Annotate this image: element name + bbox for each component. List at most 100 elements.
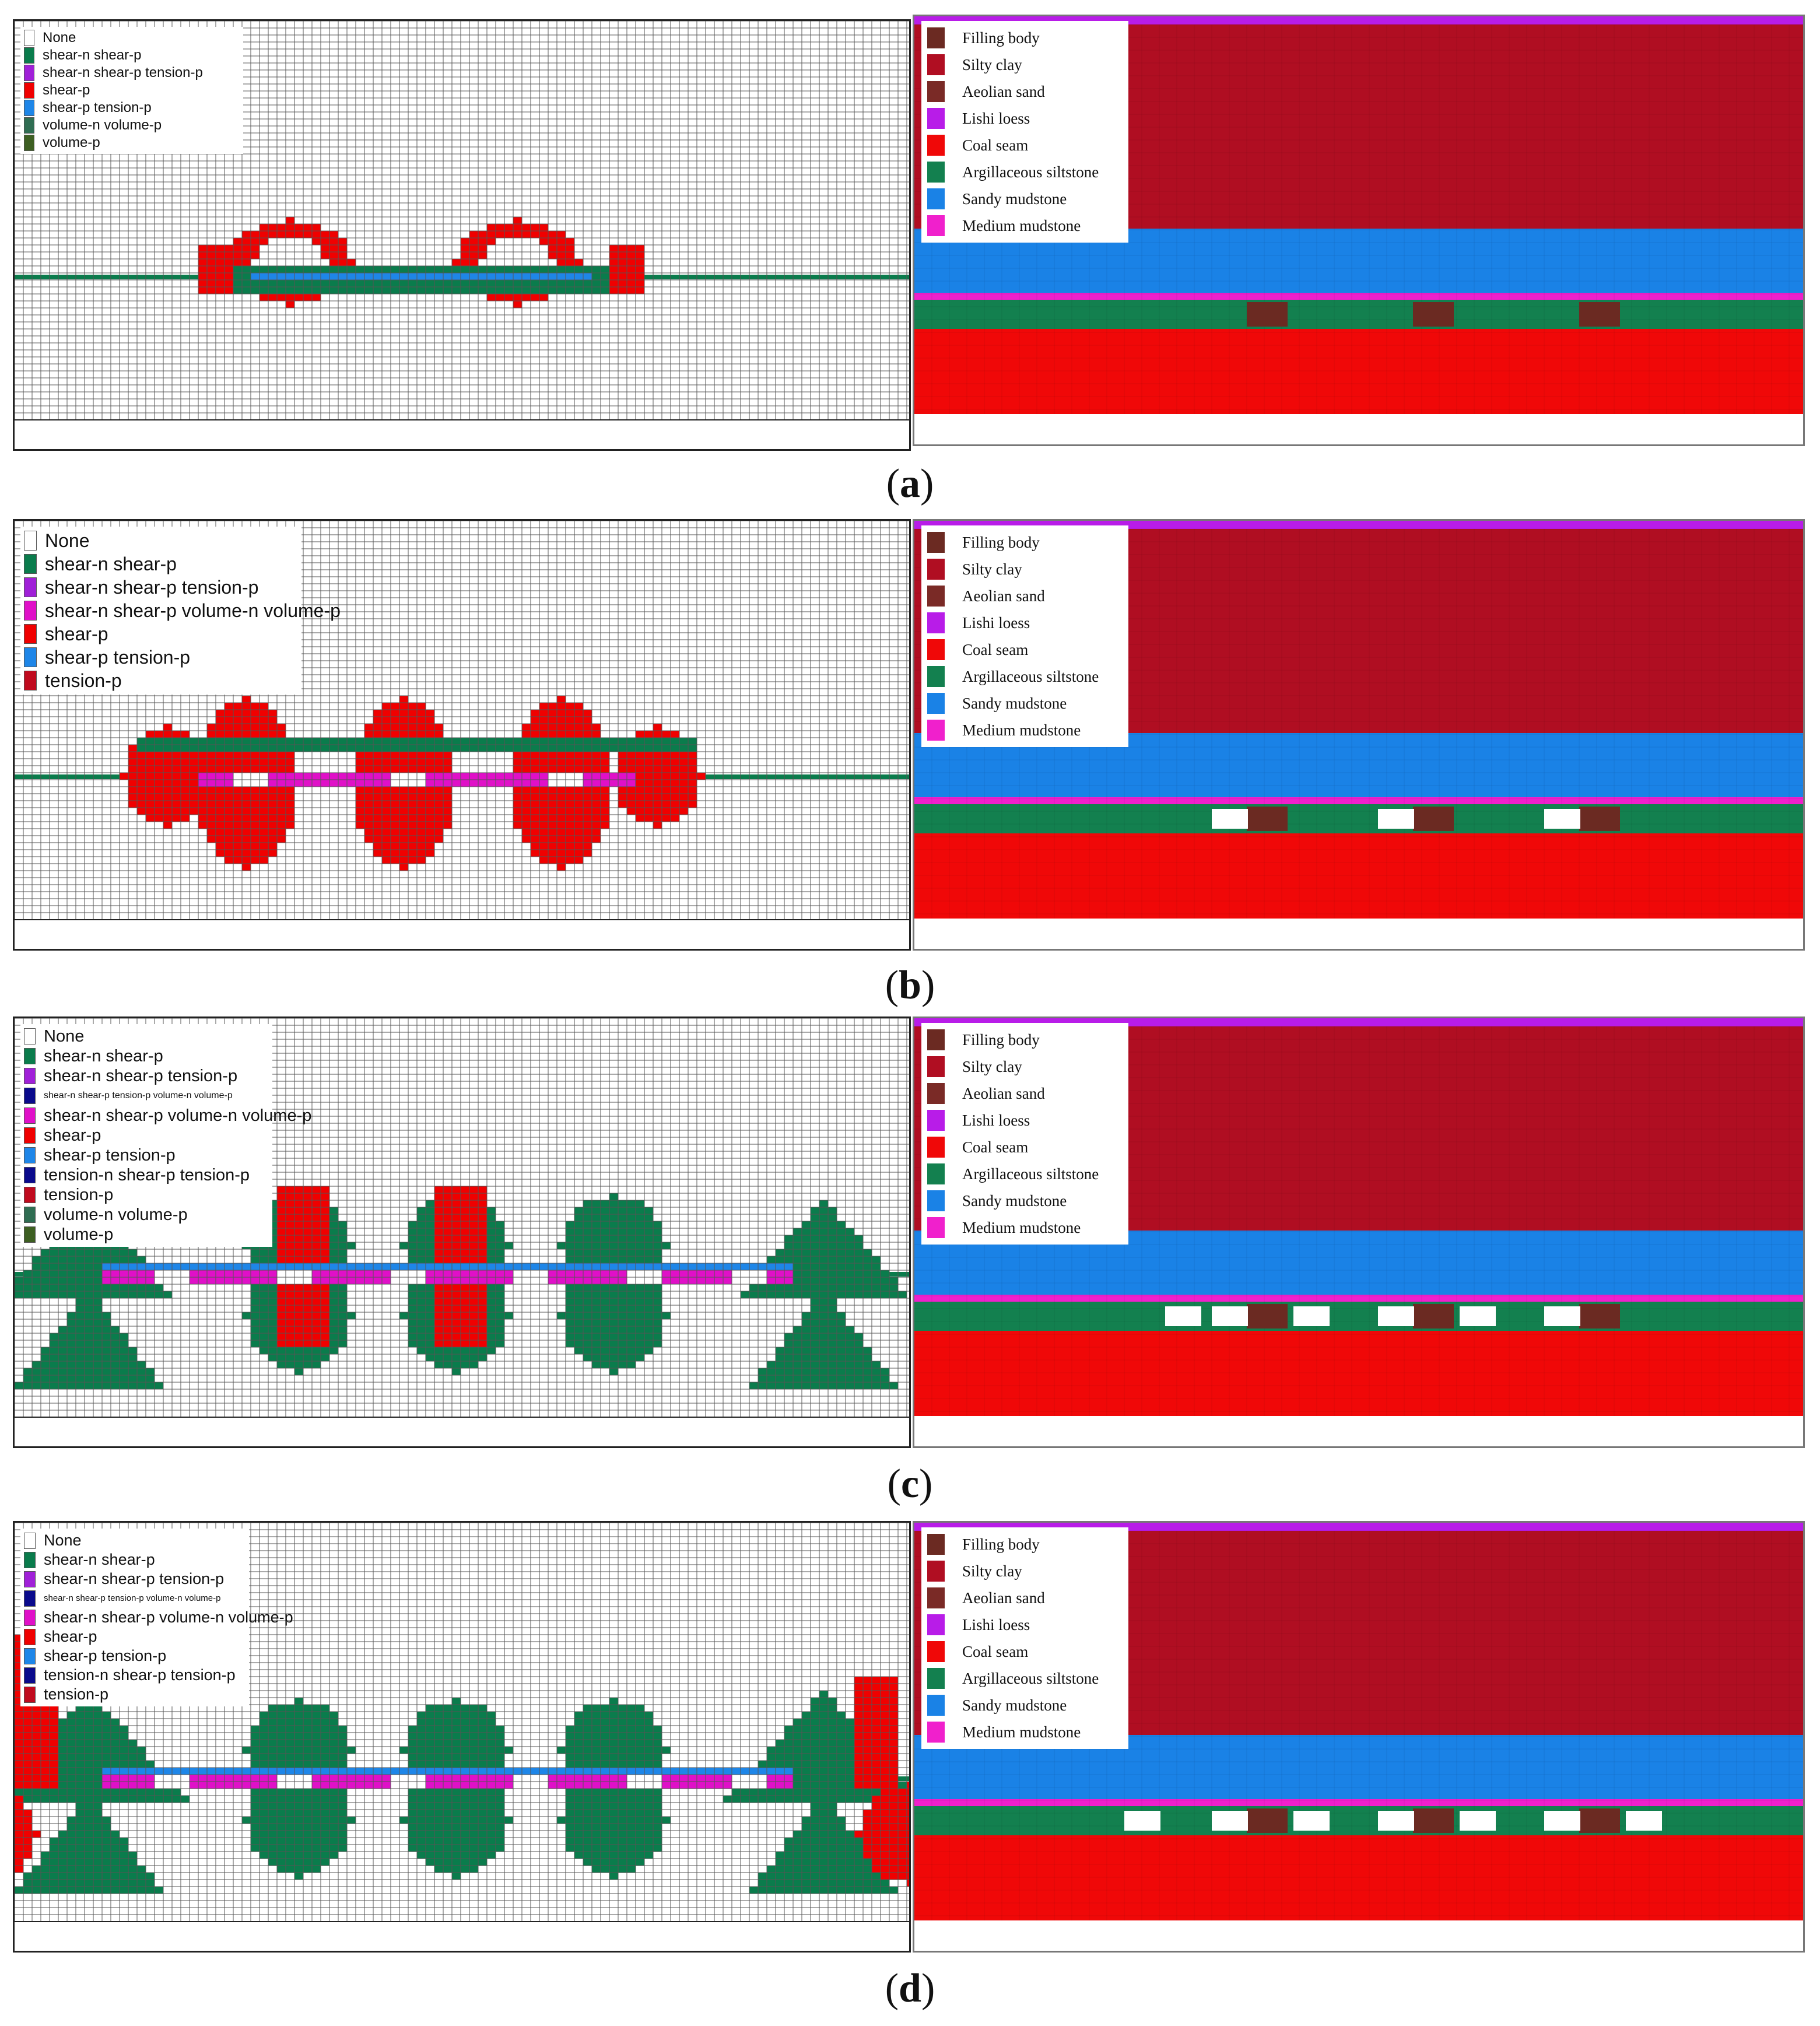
shear-zone: [592, 1312, 601, 1319]
seam-line: [50, 774, 58, 779]
shear-zone: [277, 836, 286, 843]
shear-zone: [268, 717, 277, 724]
shear-zone: [198, 273, 207, 280]
rock-legend-item-filling-body: Filling body: [927, 529, 1123, 556]
shear-zone: [504, 738, 513, 745]
mixed-zone: [469, 773, 478, 780]
shear-zone: [583, 1347, 592, 1354]
shear-zone: [653, 1326, 662, 1333]
shear-zone: [207, 731, 216, 738]
shear-zone: [85, 1256, 93, 1263]
seam-line: [111, 275, 120, 279]
shear-zone: [356, 280, 364, 287]
shear-zone: [653, 1319, 662, 1326]
shear-zone: [426, 717, 434, 724]
shear-zone: [260, 1305, 268, 1312]
shear-zone: [190, 745, 198, 752]
shear-zone: [286, 1228, 294, 1235]
shear-zone: [618, 745, 627, 752]
shear-zone: [802, 1291, 811, 1298]
shear-zone: [557, 245, 566, 252]
legend-swatch: [24, 1088, 36, 1104]
shear-zone: [286, 1340, 294, 1347]
shear-zone: [364, 738, 373, 745]
mixed-zone: [207, 773, 216, 780]
shear-zone: [102, 1319, 111, 1326]
shear-zone: [242, 731, 251, 738]
rock-legend-item-aeolian-sand: Aeolian sand: [927, 583, 1123, 609]
shear-zone: [146, 752, 155, 759]
shear-zone: [338, 1235, 347, 1242]
shear-zone: [242, 280, 251, 287]
shear-zone: [828, 1207, 837, 1214]
shear-zone: [93, 1354, 102, 1361]
shear-zone: [294, 1354, 303, 1361]
shear-zone: [452, 1319, 461, 1326]
shear-zone: [557, 287, 566, 294]
shear-zone: [811, 1270, 819, 1277]
mixed-zone: [618, 1277, 627, 1284]
shear-zone: [592, 273, 601, 280]
shear-zone: [277, 752, 286, 759]
shear-zone: [601, 1249, 609, 1256]
shear-zone: [32, 1270, 41, 1277]
shear-zone: [557, 794, 566, 801]
shear-zone: [251, 745, 260, 752]
shear-zone: [749, 1284, 758, 1291]
shear-zone: [321, 252, 329, 259]
shear-zone: [487, 1312, 496, 1319]
shear-tension-zone: [233, 1263, 242, 1270]
shear-zone: [539, 794, 548, 801]
shear-zone: [41, 1284, 50, 1291]
argillaceous-siltstone-layer: [914, 300, 1803, 329]
shear-zone: [76, 1270, 85, 1277]
shear-zone: [225, 836, 233, 843]
mixed-zone: [321, 1277, 329, 1284]
shear-zone: [636, 1214, 644, 1221]
shear-zone: [828, 1277, 837, 1284]
shear-zone: [592, 731, 601, 738]
shear-zone: [181, 766, 190, 773]
none-cell: [286, 245, 294, 252]
shear-zone: [225, 829, 233, 836]
shear-zone: [784, 1361, 793, 1368]
shear-zone: [469, 280, 478, 287]
shear-zone: [452, 1305, 461, 1312]
shear-zone: [539, 294, 548, 301]
shear-zone: [496, 224, 504, 231]
legend-item-shear-n-shear-p: shear-n shear-p: [24, 1046, 269, 1066]
mixed-zone: [225, 1277, 233, 1284]
shear-zone: [382, 266, 391, 273]
mixed-zone: [478, 1270, 487, 1277]
shear-zone: [548, 808, 557, 815]
shear-zone: [216, 738, 225, 745]
seam-line: [58, 275, 67, 279]
shear-zone: [329, 1242, 338, 1249]
mixed-zone: [312, 780, 321, 787]
mixed-zone: [321, 773, 329, 780]
shear-zone: [408, 829, 417, 836]
mixed-zone: [294, 780, 303, 787]
shear-zone: [277, 1326, 286, 1333]
shear-zone: [863, 1354, 872, 1361]
shear-zone: [469, 745, 478, 752]
shear-zone: [233, 801, 242, 808]
shear-zone: [207, 836, 216, 843]
shear-zone: [461, 1200, 469, 1207]
shear-zone: [802, 1263, 811, 1270]
shear-zone: [574, 1221, 583, 1228]
shear-zone: [198, 266, 207, 273]
shear-zone: [417, 836, 426, 843]
shear-zone: [469, 1214, 478, 1221]
shear-zone: [819, 1221, 828, 1228]
shear-zone: [260, 1249, 268, 1256]
void-cell: [636, 1270, 644, 1277]
shear-zone: [391, 266, 399, 273]
shear-zone: [128, 1256, 137, 1263]
shear-zone: [618, 1249, 627, 1256]
shear-zone: [76, 1319, 85, 1326]
none-cell: [303, 252, 312, 259]
shear-zone: [417, 1221, 426, 1228]
shear-zone: [662, 815, 671, 822]
shear-zone: [426, 724, 434, 731]
